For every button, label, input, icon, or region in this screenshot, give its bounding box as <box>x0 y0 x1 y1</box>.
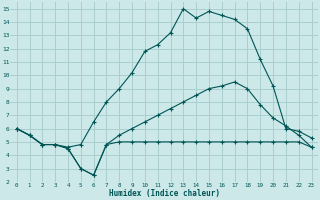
X-axis label: Humidex (Indice chaleur): Humidex (Indice chaleur) <box>108 189 220 198</box>
